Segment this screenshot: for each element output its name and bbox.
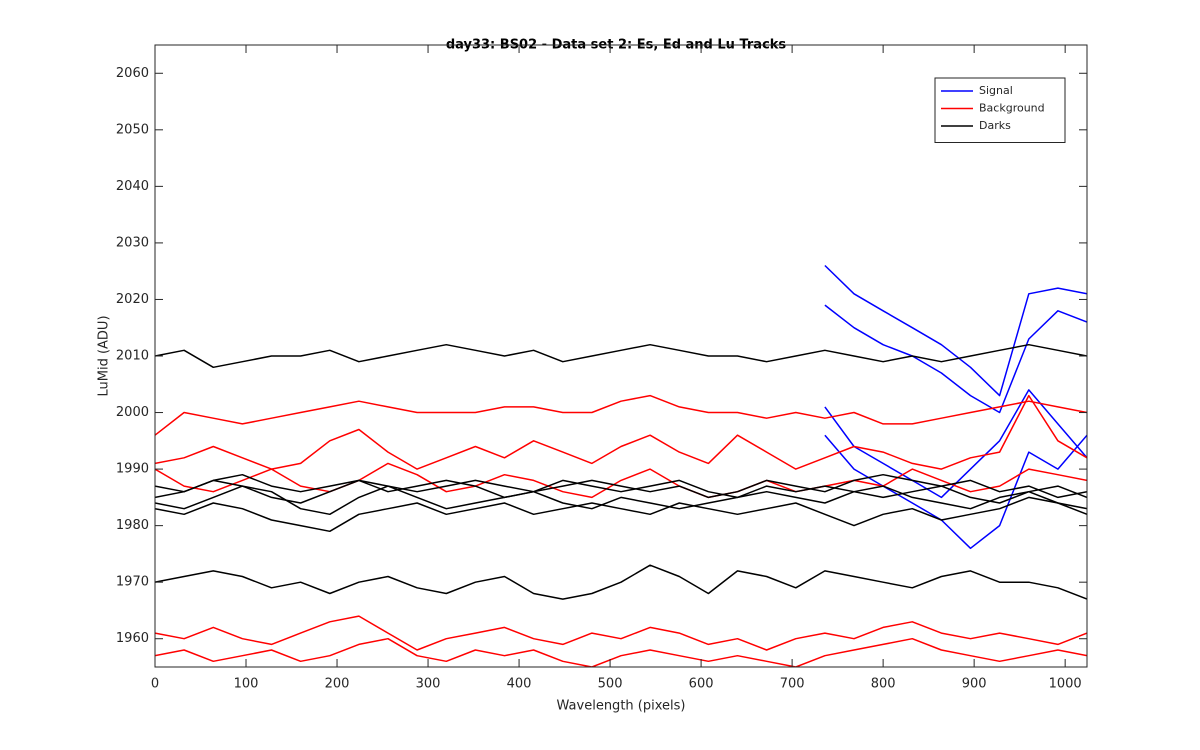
series-line [155, 485, 1087, 516]
y-tick-label: 1960 [116, 631, 149, 646]
y-tick-label: 2060 [116, 66, 149, 81]
x-axis-label: Wavelength (pixels) [557, 699, 686, 714]
x-tick-label: 0 [151, 677, 159, 692]
x-tick-label: 100 [234, 677, 259, 692]
x-tick-label: 800 [871, 677, 896, 692]
series-line [155, 462, 1087, 499]
x-tick-label: 200 [325, 677, 350, 692]
x-tick-label: 1000 [1049, 677, 1082, 692]
legend-label: Signal [979, 84, 1013, 97]
series-line [155, 394, 1087, 470]
y-tick-label: 1980 [116, 518, 149, 533]
y-tick-label: 2030 [116, 235, 149, 250]
series-line [155, 615, 1087, 651]
x-tick-label: 700 [780, 677, 805, 692]
y-tick-label: 2010 [116, 349, 149, 364]
legend-label: Background [979, 102, 1045, 115]
series-line [155, 479, 1087, 504]
legend-label: Darks [979, 119, 1011, 132]
series-line [155, 473, 1087, 504]
legend-box [934, 77, 1066, 143]
x-tick-label: 900 [962, 677, 987, 692]
x-tick-label: 300 [416, 677, 441, 692]
series-line [155, 394, 1087, 436]
series-line [155, 343, 1087, 369]
series-line [155, 564, 1087, 600]
y-axis-label: LuMid (ADU) [97, 315, 112, 396]
x-tick-label: 400 [507, 677, 532, 692]
y-tick-label: 2020 [116, 292, 149, 307]
series-line [155, 496, 1087, 533]
x-tick-label: 500 [598, 677, 623, 692]
y-tick-label: 2050 [116, 122, 149, 137]
y-tick-label: 2000 [116, 405, 149, 420]
y-tick-label: 1990 [116, 462, 149, 477]
x-tick-label: 600 [689, 677, 714, 692]
y-tick-label: 1970 [116, 575, 149, 590]
y-tick-label: 2040 [116, 179, 149, 194]
series-line [155, 637, 1087, 667]
